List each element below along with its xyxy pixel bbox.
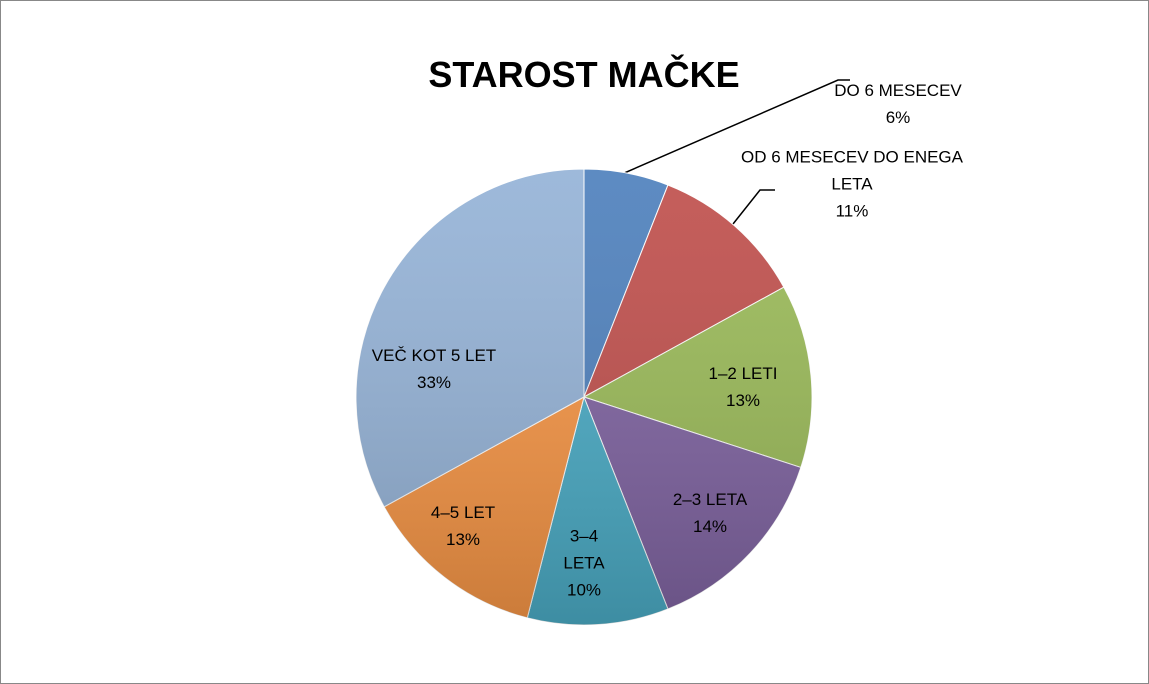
slice-value: 11% [835, 201, 869, 221]
slice-value: 13% [725, 391, 761, 410]
slice-value: 10% [566, 580, 602, 600]
data-label: 4–5 LET 13% [403, 499, 523, 553]
slice-name: 4–5 LET [430, 503, 496, 522]
slice-value: 33% [416, 373, 452, 392]
leader-line [621, 79, 850, 175]
data-label: VEČ KOT 5 LET 33% [344, 342, 524, 396]
data-label: 1–2 LETI 13% [683, 360, 803, 414]
slice-value: 14% [692, 517, 728, 536]
slice-name: 2–3 LETA [672, 490, 748, 509]
slice-name: 3–4 LETA [563, 526, 605, 573]
slice-name: OD 6 MESECEV DO ENEGA LETA [741, 147, 963, 194]
slice-name: VEČ KOT 5 LET [371, 346, 497, 365]
data-label: 3–4 LETA 10% [549, 523, 619, 604]
slice-name: DO 6 MESECEV [834, 81, 962, 100]
data-label: OD 6 MESECEV DO ENEGA LETA 11% [737, 144, 967, 225]
slice-value: 13% [445, 530, 481, 549]
data-label: 2–3 LETA 14% [650, 486, 770, 540]
chart-title: STAROST MAČKE [428, 54, 740, 95]
slice-name: 1–2 LETI [708, 364, 778, 383]
data-label: DO 6 MESECEV 6% [798, 77, 998, 131]
slice-value: 6% [885, 108, 911, 127]
